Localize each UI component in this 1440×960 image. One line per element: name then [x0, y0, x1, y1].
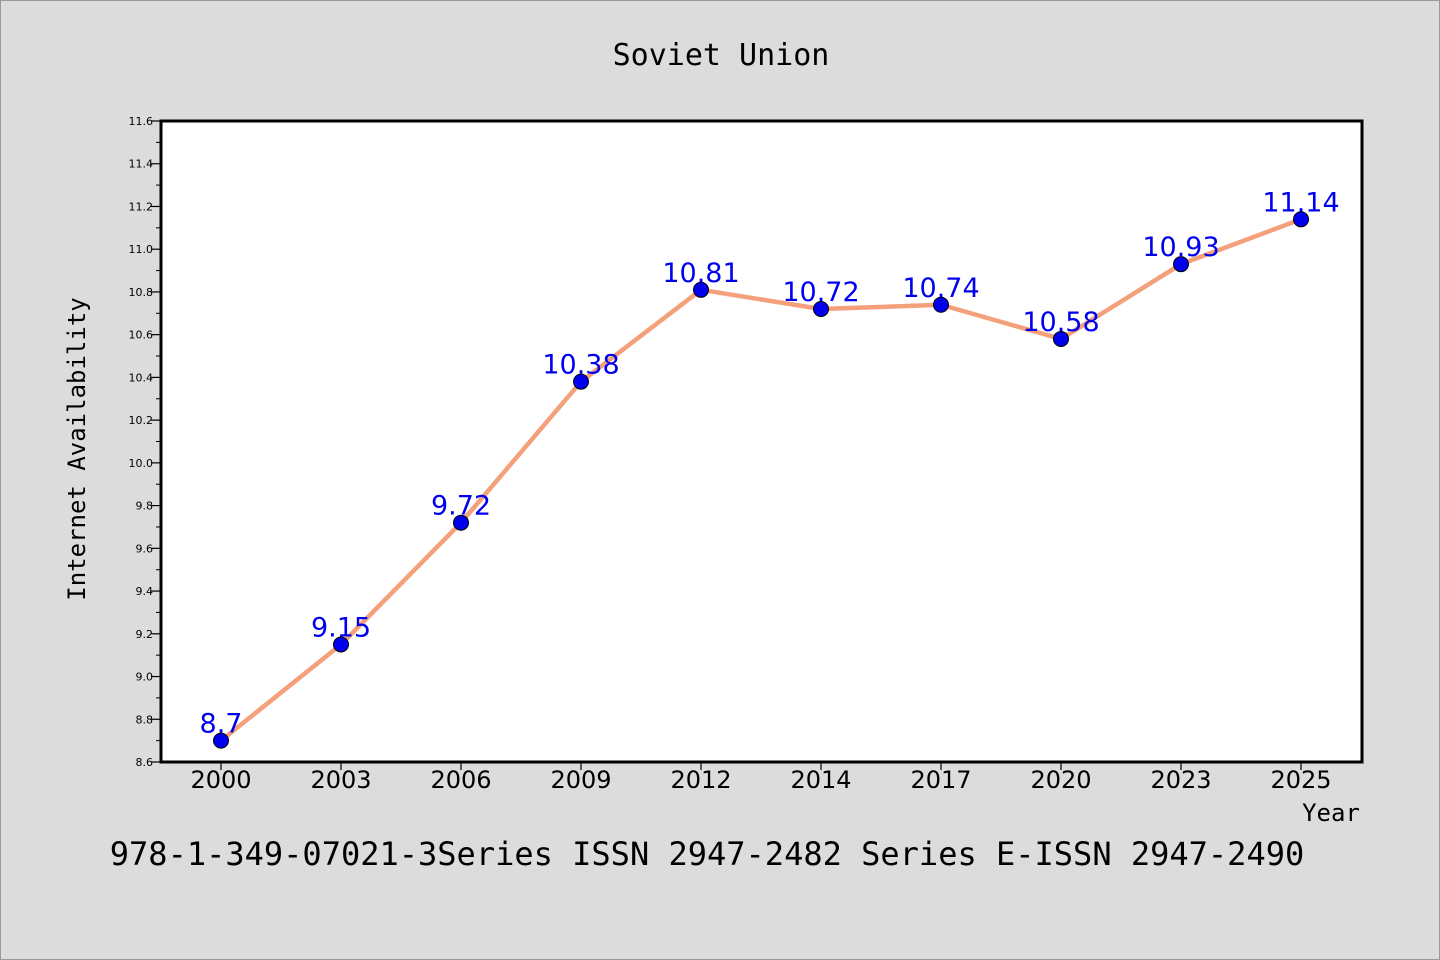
y-tick-label: 9.6 — [136, 542, 154, 555]
y-tick-label: 10.0 — [129, 457, 154, 470]
data-label: 10.72 — [782, 277, 859, 308]
x-tick-label: 2009 — [550, 766, 611, 794]
y-axis: 8.6 8.8 9.0 9.2 9.4 9.6 9.8 10.0 10.2 10.4 10.6 10.… — [129, 115, 161, 769]
y-axis-label: Internet Availability — [63, 297, 91, 600]
y-tick-label: 9.4 — [136, 585, 154, 598]
plot-area — [161, 121, 1362, 762]
data-point — [1293, 211, 1309, 228]
plot-frame — [159, 119, 1364, 764]
data-label: 10.38 — [542, 350, 619, 381]
y-tick-label: 11.0 — [129, 243, 154, 256]
data-label: 10.81 — [662, 258, 739, 289]
data-point — [573, 373, 589, 390]
x-tick-label: 2014 — [790, 766, 851, 794]
chart-title: Soviet Union — [613, 38, 830, 73]
data-label: 11.14 — [1262, 187, 1339, 218]
y-tick-label: 11.4 — [129, 158, 154, 171]
x-tick-label: 2025 — [1270, 766, 1331, 794]
data-point — [213, 732, 229, 749]
data-point — [813, 301, 829, 318]
y-tick-label: 9.8 — [136, 500, 154, 513]
x-axis: 2000 2003 2006 2009 2012 2014 2017 2020 2023 2025 — [190, 762, 1332, 794]
x-tick-label: 2017 — [910, 766, 971, 794]
x-tick-label: 2012 — [670, 766, 731, 794]
y-tick-label: 10.2 — [129, 414, 154, 427]
data-point — [1053, 330, 1069, 347]
data-point — [453, 514, 469, 531]
series-line — [218, 217, 1304, 743]
y-tick-label: 10.8 — [129, 286, 154, 299]
x-tick-label: 2006 — [430, 766, 491, 794]
x-tick-label: 2000 — [190, 766, 251, 794]
data-point — [333, 636, 349, 653]
y-tick-label: 10.6 — [129, 329, 154, 342]
y-tick-label: 8.8 — [136, 713, 154, 726]
data-label: 9.15 — [311, 612, 371, 643]
x-tick-label: 2020 — [1030, 766, 1091, 794]
y-tick-label: 11.6 — [129, 115, 154, 128]
y-tick-label: 8.6 — [136, 756, 154, 769]
data-label: 9.72 — [431, 491, 491, 522]
data-point — [933, 296, 949, 313]
data-point — [693, 281, 709, 298]
y-tick-label: 9.0 — [136, 671, 154, 684]
y-tick-label: 10.4 — [129, 371, 154, 384]
x-tick-label: 2023 — [1150, 766, 1211, 794]
data-point — [1173, 256, 1189, 273]
y-tick-label: 9.2 — [136, 628, 154, 641]
data-label: 10.93 — [1142, 232, 1219, 263]
y-tick-label: 11.2 — [129, 200, 154, 213]
data-label: 8.7 — [200, 709, 243, 740]
x-tick-label: 2003 — [310, 766, 371, 794]
series-layer: 8.7 9.15 9.72 10.38 10.81 10.72 10.74 10.58 10.9… — [200, 187, 1340, 749]
data-label: 10.74 — [902, 273, 979, 304]
data-label: 10.58 — [1022, 307, 1099, 338]
x-axis-label: Year — [1302, 799, 1360, 827]
footer-text: 978-1-349-07021-3Series ISSN 2947-2482 S… — [110, 835, 1304, 873]
